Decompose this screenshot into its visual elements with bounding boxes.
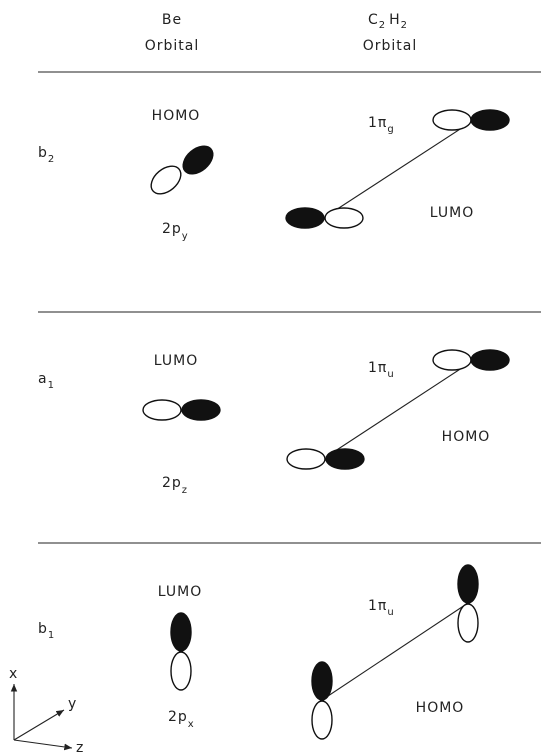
text-part: b: [38, 145, 48, 161]
text-part: u: [387, 369, 394, 380]
text-part: b: [38, 621, 48, 637]
symmetry-label: b2: [38, 145, 55, 165]
lobe: [150, 165, 182, 195]
lobe: [170, 651, 192, 691]
header: Be: [162, 12, 182, 28]
orbital-label: HOMO: [442, 429, 491, 445]
orbital-label: HOMO: [152, 108, 201, 124]
text-part: u: [387, 607, 394, 618]
lobe: [432, 109, 472, 131]
lobe: [142, 399, 182, 421]
text-part: 1: [48, 630, 55, 641]
text-part: 2p: [162, 221, 182, 237]
symmetry-label: a1: [38, 371, 55, 391]
orbital-name: 2px: [168, 709, 195, 730]
orbital-name: 1πu: [368, 360, 395, 380]
orbital-name: 2py: [162, 221, 189, 242]
text-part: C: [368, 12, 379, 28]
symmetry-label: b1: [38, 621, 55, 641]
text-part: 1π: [368, 598, 387, 614]
lobe: [457, 603, 479, 643]
orbital-label: LUMO: [158, 584, 202, 600]
bond: [324, 121, 472, 218]
text-part: 2p: [168, 709, 188, 725]
text-part: 1π: [368, 360, 387, 376]
bond: [325, 361, 472, 458]
lobe: [286, 448, 326, 470]
orbital-name: 1πu: [368, 598, 395, 618]
text-part: 2: [48, 154, 55, 165]
header: Orbital: [145, 38, 200, 54]
lobe: [311, 700, 333, 740]
orbital-label: HOMO: [416, 700, 465, 716]
axis-arrow: [13, 739, 73, 751]
text-part: 2: [401, 20, 408, 31]
text-part: x: [188, 719, 195, 730]
lobe: [325, 448, 365, 470]
text-part: g: [387, 124, 394, 135]
lobe: [170, 612, 192, 652]
text-part: 2: [379, 20, 386, 31]
axis-label: x: [9, 666, 18, 682]
text-part: 1: [48, 380, 55, 391]
text-part: y: [182, 231, 189, 242]
lobe: [324, 207, 364, 229]
text-part: z: [182, 485, 188, 496]
orbital-label: LUMO: [430, 205, 474, 221]
text-part: 2p: [162, 475, 182, 491]
lobe: [457, 564, 479, 604]
lobe: [311, 661, 333, 701]
lobe: [470, 109, 510, 131]
header: C2 H2: [368, 12, 408, 31]
text-part: a: [38, 371, 48, 387]
header: Orbital: [363, 38, 418, 54]
orbital-label: LUMO: [154, 353, 198, 369]
lobe: [432, 349, 472, 371]
lobe: [470, 349, 510, 371]
orbital-name: 2pz: [162, 475, 188, 496]
axis-label: z: [76, 740, 84, 753]
lobe: [285, 207, 325, 229]
text-part: H: [389, 12, 401, 28]
axis-arrow: [13, 709, 65, 741]
lobe: [182, 145, 214, 175]
axis-label: y: [68, 696, 77, 712]
orbital-name: 1πg: [368, 115, 395, 135]
bond: [321, 602, 469, 701]
text-part: 1π: [368, 115, 387, 131]
lobe: [181, 399, 221, 421]
